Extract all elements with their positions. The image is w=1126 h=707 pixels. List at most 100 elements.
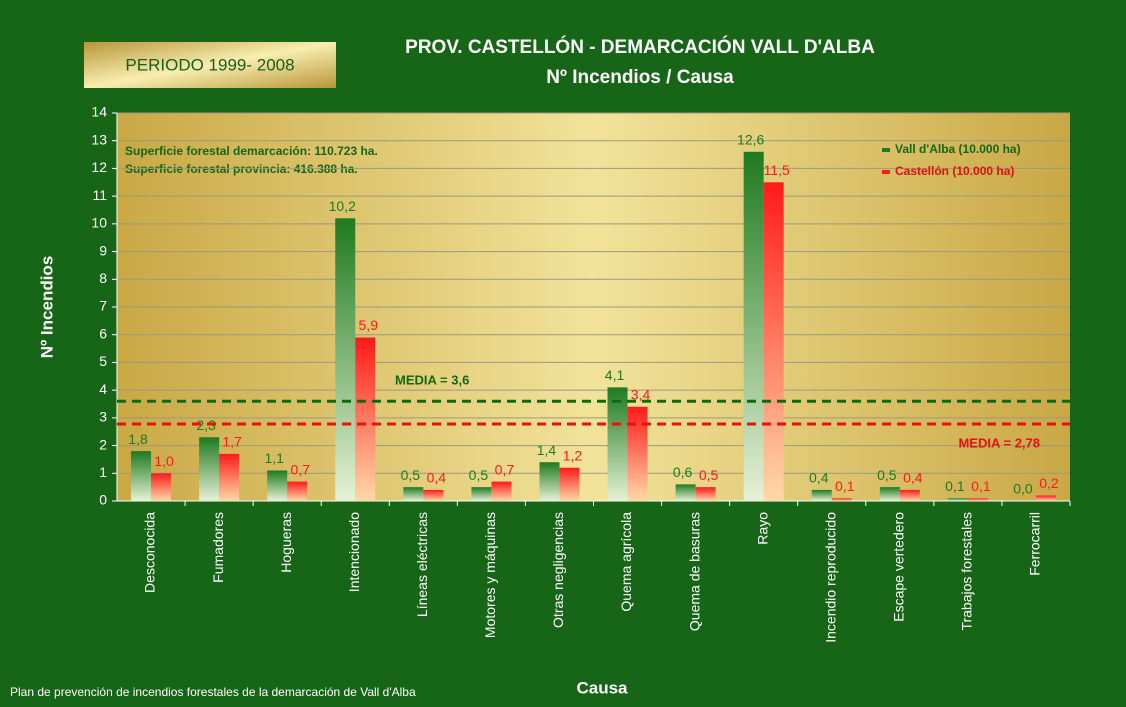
- y-tick-label: 2: [99, 436, 107, 452]
- x-axis-title: Causa: [576, 678, 628, 697]
- reference-label: MEDIA = 3,6: [395, 373, 469, 388]
- data-label: 2,3: [196, 417, 216, 433]
- y-tick-label: 9: [99, 242, 107, 258]
- bar: [899, 489, 920, 501]
- x-tick-label: Intencionado: [346, 512, 362, 592]
- y-tick-label: 4: [99, 381, 107, 397]
- data-label: 0,5: [401, 467, 421, 483]
- y-axis-title: Nº Incendios: [37, 256, 56, 359]
- data-label: 12,6: [737, 132, 764, 148]
- period-badge: [84, 42, 336, 88]
- legend-label: Castellón (10.000 ha): [895, 164, 1014, 178]
- x-tick-label: Trabajos forestales: [959, 512, 975, 631]
- data-label: 1,7: [222, 434, 242, 450]
- y-tick-label: 3: [99, 409, 107, 425]
- x-tick-label: Líneas eléctricas: [414, 512, 430, 617]
- bar: [131, 451, 152, 501]
- data-label: 0,1: [971, 478, 991, 494]
- x-tick-label: Hogueras: [278, 512, 294, 573]
- y-tick-label: 5: [99, 353, 107, 369]
- y-tick-label: 13: [91, 131, 107, 147]
- data-label: 1,4: [537, 442, 557, 458]
- bar: [403, 487, 424, 501]
- y-tick-label: 7: [99, 298, 107, 314]
- x-tick-label: Desconocida: [142, 512, 158, 593]
- bar: [607, 387, 628, 501]
- data-label: 10,2: [329, 198, 356, 214]
- y-tick-label: 11: [92, 187, 107, 203]
- y-tick-label: 8: [99, 270, 107, 286]
- bar: [423, 489, 444, 501]
- data-label: 0,5: [469, 467, 489, 483]
- data-label: 0,4: [427, 470, 447, 486]
- x-tick-label: Incendio reproducido: [822, 512, 838, 643]
- bar: [947, 498, 968, 501]
- data-label: 0,4: [809, 470, 829, 486]
- note: Superficie forestal provincia: 416.388 h…: [125, 162, 358, 176]
- y-tick-label: 6: [99, 325, 107, 341]
- y-tick-label: 10: [91, 215, 107, 231]
- bar: [831, 498, 852, 501]
- data-label: 0,1: [835, 478, 855, 494]
- bar: [627, 406, 648, 501]
- data-label: 1,0: [154, 453, 174, 469]
- data-label: 0,0: [1013, 481, 1033, 497]
- bar: [471, 487, 492, 501]
- footer: Plan de prevención de incendios forestal…: [10, 685, 416, 699]
- data-label: 0,6: [673, 464, 693, 480]
- data-label: 4,1: [605, 367, 625, 383]
- data-label: 0,7: [495, 461, 515, 477]
- reference-label: MEDIA = 2,78: [958, 435, 1040, 450]
- data-label: 0,5: [877, 467, 897, 483]
- bar: [355, 337, 376, 501]
- data-label: 0,1: [945, 478, 965, 494]
- legend-swatch: [882, 170, 890, 174]
- bar: [491, 481, 512, 501]
- bar: [539, 462, 560, 501]
- bar: [267, 470, 288, 501]
- bar: [695, 487, 716, 501]
- note: Superficie forestal demarcación: 110.723…: [125, 144, 378, 158]
- x-tick-label: Quema agrícola: [618, 512, 634, 612]
- bar: [811, 489, 832, 501]
- data-label: 5,9: [359, 317, 379, 333]
- data-label: 11,5: [764, 162, 790, 178]
- x-tick-label: Escape vertedero: [891, 512, 907, 622]
- bar: [1035, 495, 1056, 501]
- data-label: 0,7: [290, 461, 310, 477]
- bar: [335, 218, 356, 502]
- y-tick-label: 12: [91, 159, 107, 175]
- bar: [879, 487, 900, 501]
- y-tick-label: 14: [91, 104, 107, 120]
- legend-swatch: [882, 148, 890, 152]
- period: PERIODO 1999- 2008: [125, 55, 294, 74]
- data-label: 0,2: [1039, 475, 1059, 491]
- data-label: 0,5: [699, 467, 719, 483]
- y-tick-label: 0: [99, 492, 107, 508]
- bar: [199, 437, 220, 501]
- bar: [967, 498, 988, 501]
- bar: [287, 481, 308, 501]
- x-tick-label: Ferrocarril: [1027, 512, 1043, 576]
- bar: [559, 467, 580, 501]
- x-tick-label: Otras negligencias: [550, 512, 566, 628]
- chart-subtitle: Nº Incendios / Causa: [546, 67, 734, 88]
- legend-label: Vall d'Alba (10.000 ha): [895, 142, 1021, 156]
- x-tick-label: Rayo: [754, 512, 770, 545]
- data-label: 0,4: [903, 470, 923, 486]
- x-tick-label: Quema de basuras: [686, 512, 702, 631]
- y-tick-label: 1: [99, 464, 107, 480]
- data-label: 1,8: [128, 431, 148, 447]
- data-label: 3,4: [631, 386, 651, 402]
- bar: [675, 484, 696, 501]
- data-label: 1,1: [264, 450, 284, 466]
- bar: [763, 182, 784, 502]
- bar: [219, 453, 240, 501]
- chart-title: PROV. CASTELLÓN - DEMARCACIÓN VALL D'ALB…: [405, 36, 875, 58]
- bar: [743, 151, 764, 502]
- x-tick-label: Motores y máquinas: [482, 512, 498, 638]
- bar: [151, 473, 172, 501]
- x-tick-label: Fumadores: [210, 512, 226, 583]
